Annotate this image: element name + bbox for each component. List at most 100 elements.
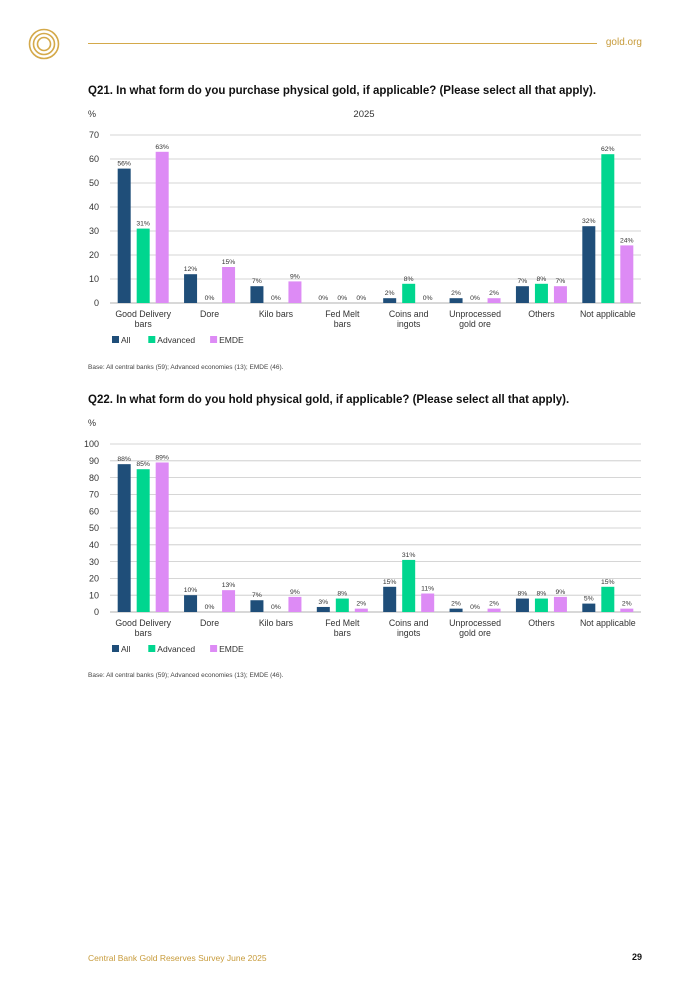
- y-axis-label: %: [88, 109, 96, 119]
- gold-logo-icon: [28, 28, 60, 60]
- data-label: 85%: [136, 461, 150, 468]
- y-tick-label: 70: [89, 490, 99, 500]
- bar-all: [117, 168, 131, 303]
- header-rule: [88, 43, 597, 44]
- x-tick-label: gold ore: [459, 319, 491, 329]
- bar-advanced: [136, 228, 150, 303]
- chart-1-base-note: Base: All central banks (59); Advanced e…: [88, 364, 284, 371]
- chart-subtitle: 2025: [353, 109, 374, 120]
- x-tick-label: bars: [135, 628, 153, 638]
- bar-all: [582, 603, 596, 612]
- data-label: 8%: [518, 591, 528, 598]
- page-number: 29: [631, 952, 642, 962]
- y-tick-label: 10: [89, 590, 99, 600]
- x-tick-label: Unprocessed: [449, 309, 501, 319]
- data-label: 2%: [489, 290, 499, 297]
- data-label: 5%: [584, 596, 594, 603]
- data-label: 7%: [556, 278, 566, 285]
- data-label: 88%: [117, 456, 131, 463]
- data-label: 2%: [451, 290, 461, 297]
- bar-emde: [487, 608, 501, 612]
- y-tick-label: 0: [94, 607, 99, 617]
- data-label: 0%: [356, 295, 366, 302]
- data-label: 62%: [601, 146, 615, 153]
- y-tick-label: 80: [89, 473, 99, 483]
- bar-emde: [620, 608, 634, 612]
- x-tick-label: ingots: [397, 628, 421, 638]
- chart-2-title: Q22. In what form do you hold physical g…: [88, 394, 570, 406]
- x-tick-label: Unprocessed: [449, 618, 501, 628]
- data-label: 31%: [402, 552, 416, 559]
- x-tick-label: Not applicable: [580, 618, 636, 628]
- bar-emde: [155, 151, 169, 303]
- legend-swatch-all: [112, 336, 119, 343]
- x-tick-label: Coins and: [389, 618, 429, 628]
- bar-advanced: [601, 586, 615, 612]
- site-link[interactable]: gold.org: [605, 37, 642, 48]
- data-label: 24%: [620, 237, 634, 244]
- y-tick-label: 30: [89, 557, 99, 567]
- legend-swatch-advanced: [148, 645, 156, 652]
- legend-label-all: All: [121, 644, 131, 654]
- data-label: 89%: [155, 454, 169, 461]
- x-tick-label: Dore: [200, 618, 219, 628]
- data-label: 8%: [404, 276, 414, 283]
- data-label: 56%: [117, 161, 131, 168]
- bar-emde: [421, 593, 435, 612]
- data-label: 2%: [451, 601, 461, 608]
- y-tick-label: 30: [89, 226, 99, 236]
- data-label: 12%: [184, 266, 198, 273]
- data-label: 0%: [470, 295, 480, 302]
- data-label: 7%: [252, 592, 262, 599]
- data-label: 0%: [205, 295, 215, 302]
- y-tick-label: 40: [89, 540, 99, 550]
- data-label: 0%: [318, 295, 328, 302]
- y-tick-label: 60: [89, 154, 99, 164]
- x-tick-label: bars: [334, 628, 352, 638]
- chart-1-title: Q21. In what form do you purchase physic…: [88, 85, 597, 97]
- x-tick-label: ingots: [397, 319, 421, 329]
- x-tick-label: Good Delivery: [115, 309, 171, 319]
- bar-advanced: [335, 598, 349, 612]
- bar-emde: [288, 281, 302, 303]
- data-label: 7%: [252, 278, 262, 285]
- bar-advanced: [402, 559, 416, 612]
- bar-emde: [354, 608, 368, 612]
- bar-all: [316, 606, 330, 612]
- bar-all: [515, 598, 529, 612]
- data-label: 31%: [136, 221, 150, 228]
- y-tick-label: 20: [89, 250, 99, 260]
- data-label: 11%: [421, 586, 434, 593]
- bar-all: [250, 600, 264, 612]
- data-label: 0%: [271, 604, 281, 611]
- legend-swatch-emde: [210, 645, 218, 652]
- data-label: 15%: [383, 579, 397, 586]
- legend-swatch-all: [112, 645, 119, 652]
- bar-emde: [487, 298, 501, 303]
- bar-all: [250, 286, 264, 303]
- data-label: 2%: [385, 290, 395, 297]
- x-tick-label: gold ore: [459, 628, 491, 638]
- data-label: 15%: [222, 259, 236, 266]
- legend-swatch-emde: [210, 336, 218, 343]
- bar-emde: [553, 596, 567, 612]
- data-label: 9%: [290, 273, 300, 280]
- data-label: 63%: [155, 144, 169, 151]
- data-label: 2%: [622, 601, 632, 608]
- bar-advanced: [136, 469, 150, 612]
- data-label: 15%: [601, 579, 615, 586]
- legend-label-all: All: [121, 335, 131, 345]
- x-tick-label: bars: [334, 319, 352, 329]
- bar-emde: [222, 267, 236, 303]
- bar-emde: [288, 596, 302, 612]
- data-label: 7%: [518, 278, 528, 285]
- data-label: 32%: [582, 218, 596, 225]
- x-tick-label: bars: [135, 319, 153, 329]
- x-tick-label: Others: [528, 309, 555, 319]
- legend-label-emde: EMDE: [219, 644, 244, 654]
- bar-all: [117, 464, 131, 612]
- bar-all: [383, 586, 397, 612]
- data-label: 0%: [205, 604, 215, 611]
